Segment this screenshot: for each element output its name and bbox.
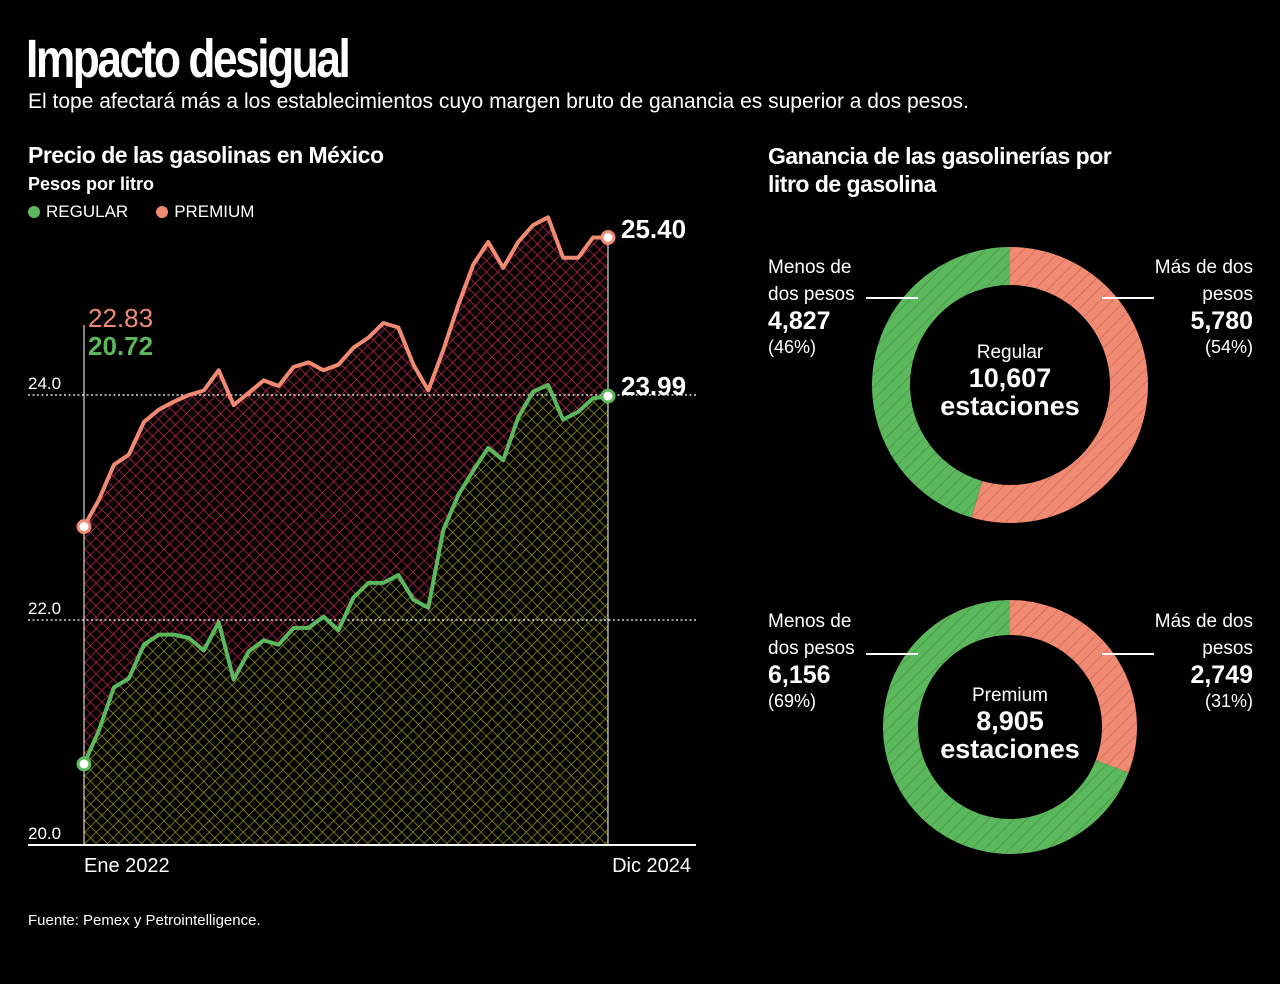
regular-more-value: 5,780 — [1190, 307, 1253, 335]
donut-charts — [866, 247, 1154, 855]
regular-less-value: 4,827 — [768, 307, 831, 335]
regular-start-point — [76, 756, 92, 772]
premium-end-point — [600, 230, 616, 245]
regular-donut-name: Regular — [976, 342, 1044, 363]
donut-section-title: Ganancia de las gasolinerías por litro d… — [768, 143, 1112, 197]
premium-slice-more — [1010, 600, 1137, 773]
premium-more-label-group: Más de dos pesos 2,749 (31%) — [1143, 608, 1253, 714]
regular-end-label: 23.99 — [621, 371, 686, 401]
regular-end-point — [600, 388, 616, 404]
y-tick-label: 22.0 — [28, 599, 61, 618]
premium-donut-total: 8,905 — [976, 706, 1044, 736]
regular-donut-total: 10,607 — [968, 363, 1052, 393]
premium-more-value: 2,749 — [1190, 661, 1253, 689]
regular-donut-center: Regular 10,607 estaciones — [910, 342, 1110, 420]
regular-less-pct: (46%) — [768, 337, 817, 357]
premium-donut-center: Premium 8,905 estaciones — [910, 685, 1110, 763]
legend-premium: PREMIUM — [174, 202, 255, 221]
premium-less-value: 6,156 — [768, 661, 831, 689]
page-subtitle: El tope afectará más a los establecimien… — [28, 90, 969, 113]
legend-regular-swatch — [28, 206, 40, 218]
premium-line — [82, 215, 608, 528]
premium-end-label: 25.40 — [621, 214, 686, 244]
legend-premium-swatch — [156, 206, 169, 218]
premium-less-label-group: Menos de dos pesos 6,156 (69%) — [768, 608, 878, 714]
regular-less-label-group: Menos de dos pesos 4,827 (46%) — [768, 254, 878, 360]
regular-start-label: 20.72 — [88, 331, 153, 361]
premium-less-label: Menos de dos pesos — [768, 611, 855, 659]
regular-more-label-group: Más de dos pesos 5,780 (54%) — [1143, 254, 1253, 360]
legend-regular: REGULAR — [46, 202, 129, 221]
premium-more-pct: (31%) — [1204, 691, 1253, 711]
y-tick-label: 24.0 — [28, 374, 61, 393]
legend: REGULAR PREMIUM — [28, 202, 254, 222]
premium-donut-unit: estaciones — [940, 734, 1080, 764]
premium-less-pct: (69%) — [768, 691, 817, 711]
line-chart-unit: Pesos por litro — [28, 174, 155, 194]
regular-slice-more — [971, 247, 1148, 523]
regular-line — [82, 382, 609, 765]
premium-more-label: Más de dos pesos — [1154, 611, 1253, 659]
y-tick-label: 20.0 — [28, 824, 61, 843]
regular-more-pct: (54%) — [1204, 337, 1253, 357]
regular-less-label: Menos de dos pesos — [768, 257, 855, 305]
premium-start-point — [76, 519, 92, 535]
source-note: Fuente: Pemex y Petrointelligence. — [28, 912, 261, 929]
regular-slice-less — [872, 247, 1010, 518]
line-chart-title: Precio de las gasolinas en México — [28, 142, 384, 168]
page-title: Impacto desigual — [26, 29, 351, 89]
regular-donut-unit: estaciones — [940, 391, 1080, 421]
x-label-end: Dic 2024 — [612, 855, 691, 877]
regular-more-label: Más de dos pesos — [1154, 257, 1253, 305]
premium-donut-name: Premium — [971, 685, 1048, 706]
premium-start-label: 22.83 — [88, 303, 153, 333]
x-label-start: Ene 2022 — [84, 855, 170, 877]
